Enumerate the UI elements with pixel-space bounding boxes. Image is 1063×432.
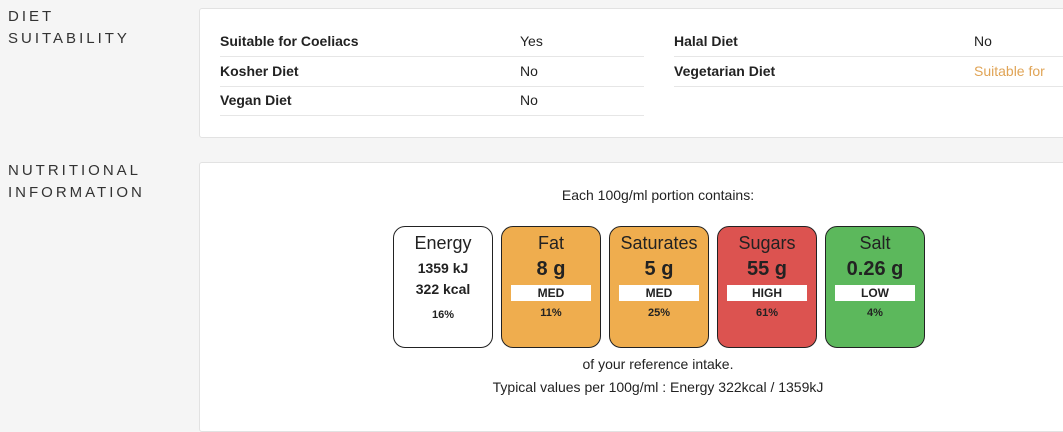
diet-label: Suitable for Coeliacs <box>220 33 359 49</box>
level: HIGH <box>727 285 807 301</box>
percent: 11% <box>540 307 562 319</box>
nutrient-name: Sugars <box>738 233 796 253</box>
diet-value: No <box>974 33 992 49</box>
amount: 0.26 g <box>846 258 904 280</box>
nutrient-name: Energy <box>414 233 472 253</box>
diet-value: No <box>520 62 538 79</box>
diet-panel: Suitable for Coeliacs Yes Halal Diet No Kosh… <box>199 8 1063 138</box>
diet-label: Halal Diet <box>674 33 738 49</box>
nutrition-box: Fat 8 g MED 11% <box>501 226 601 348</box>
footer-text: of your reference intake. <box>582 356 734 372</box>
section-title: NUTRITIONAL INFORMATION <box>8 162 145 201</box>
intro: Each 100g/ml portion contains: <box>561 187 755 203</box>
page: (() => { const data = JSON.parse(documen… <box>8 8 1063 432</box>
percent: 16% <box>431 309 455 321</box>
separator <box>220 56 644 57</box>
amount: 8 g <box>536 258 566 280</box>
level: MED <box>511 285 591 301</box>
separator <box>674 85 1063 87</box>
nutrient-name: Salt <box>859 233 891 253</box>
separator <box>220 85 644 87</box>
separator <box>674 56 1063 57</box>
amount: 1359 kJ <box>417 260 469 276</box>
footer-text: Typical values per 100g/ml : Energy 322k… <box>492 379 824 395</box>
section-title: DIET SUITABILITY <box>8 8 130 47</box>
amount: 5 g <box>644 258 674 280</box>
diet-label: Kosher Diet <box>220 62 299 79</box>
nutrition-box: Sugars 55 g HIGH 61% <box>717 226 817 348</box>
level: LOW <box>835 285 915 301</box>
diet-value: Yes <box>520 33 543 49</box>
diet-label: Vegan Diet <box>220 92 292 108</box>
separator <box>220 115 644 116</box>
amount: 55 g <box>746 258 788 280</box>
nutrition-box: Salt 0.26 g LOW 4% <box>825 226 925 348</box>
diet-value: No <box>520 92 538 108</box>
percent: 61% <box>755 307 779 319</box>
level: MED <box>619 285 699 301</box>
amount: 322 kcal <box>415 281 471 297</box>
diet-label: Vegetarian Diet <box>674 62 776 79</box>
nutrition-box: Saturates 5 g MED 25% <box>609 226 709 348</box>
nutrient-name: Fat <box>537 233 564 253</box>
nutrition-box: Energy 1359 kJ 322 kcal 16% <box>393 226 493 348</box>
percent: 4% <box>867 307 883 319</box>
percent: 25% <box>647 307 671 319</box>
nutrient-name: Saturates <box>620 233 698 253</box>
diet-value: Suitable for <box>974 62 1045 79</box>
